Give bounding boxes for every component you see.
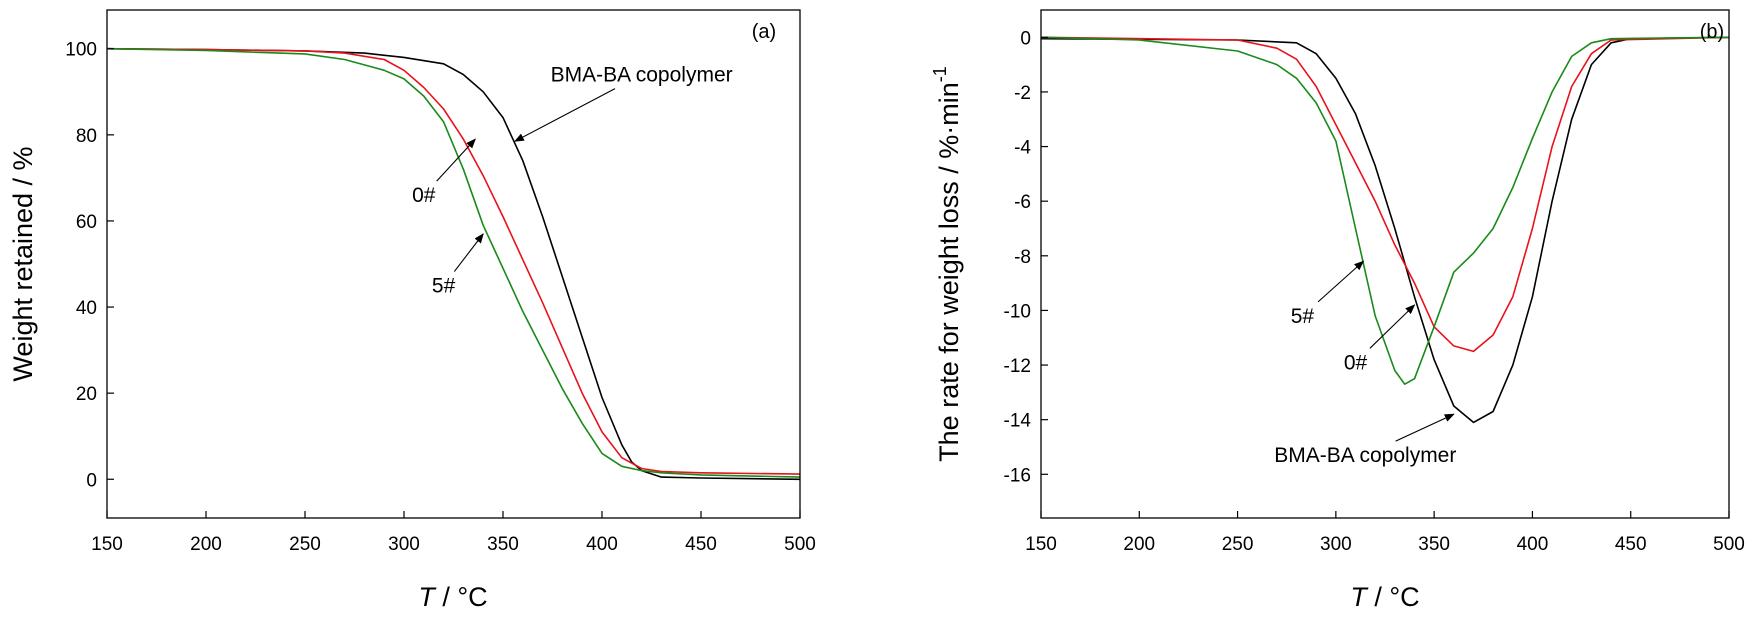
panel-a-weight-retained: 150 200 250 300 350 400 450 500 0 20 40 60 80 100 BMA… xyxy=(8,9,816,612)
panel-b-x-tick-label: 450 xyxy=(1615,534,1647,555)
panel-b-annotation-bma: BMA-BA copolymer xyxy=(1274,444,1456,467)
panel-b-y-tick-label: -4 xyxy=(1014,138,1031,159)
panel-a-x-tick-label: 250 xyxy=(289,534,321,555)
panel-b-y-axis-title-sup: -1 xyxy=(930,66,950,82)
panel-a-annotation-arrow-bma xyxy=(513,88,616,142)
panel-b-x-tick-label: 350 xyxy=(1418,534,1450,555)
panel-b-series-bma xyxy=(1040,36,1730,424)
panel-b-x-tick-label: 250 xyxy=(1222,534,1254,555)
panel-b-y-tick-label: 0 xyxy=(1020,28,1031,49)
panel-a-ticks: 150 200 250 300 350 400 450 500 0 20 40 60 80 100 xyxy=(65,40,816,555)
panel-b-series-group xyxy=(1040,36,1730,424)
panel-a-series-group xyxy=(106,47,801,481)
panel-b-series-h5 xyxy=(1040,36,1730,385)
panel-b-y-tick-label: -6 xyxy=(1014,192,1031,213)
panel-a-y-tick-label: 0 xyxy=(86,470,97,491)
panel-b-y-tick-label: -16 xyxy=(1004,465,1031,486)
panel-b-rate-weight-loss: 150 200 250 300 350 400 450 500 0 -2 -4 -6 -8 -10 -12 -… xyxy=(930,9,1745,612)
panel-b-x-axis-unit: / °C xyxy=(1367,582,1420,612)
panel-a-annotation-h5: 5# xyxy=(432,275,456,298)
panel-b-y-axis-title: The rate for weight loss / %·min-1 xyxy=(930,66,964,462)
panel-b-y-tick-label: -14 xyxy=(1004,411,1032,432)
panel-a-series-h5 xyxy=(106,47,801,478)
panel-a-x-tick-label: 450 xyxy=(685,534,717,555)
panel-b-annotation-arrow-bma xyxy=(1395,413,1455,442)
panel-b-x-tick-label: 200 xyxy=(1123,534,1155,555)
panel-a-plot-frame xyxy=(106,9,801,519)
panel-b-y-tick-label: -12 xyxy=(1004,356,1031,377)
panel-a-annotations: BMA-BA copolymer 0# 5# xyxy=(412,64,733,298)
panel-a-x-axis-var: T xyxy=(418,582,437,612)
panel-a-y-axis-title: Weight retained / % xyxy=(8,146,38,381)
panel-b-x-tick-label: 400 xyxy=(1517,534,1549,555)
panel-b-annotation-h5: 5# xyxy=(1291,305,1315,328)
panel-b-tag: (b) xyxy=(1700,21,1724,43)
panel-a-tag: (a) xyxy=(752,21,776,43)
panel-b-ticks: 150 200 250 300 350 400 450 500 0 -2 -4 -6 -8 -10 -12 -… xyxy=(1004,28,1745,555)
panel-a-x-tick-label: 150 xyxy=(91,534,123,555)
panel-b-plot-frame xyxy=(1040,9,1730,519)
panel-b-y-tick-label: -10 xyxy=(1004,301,1031,322)
panel-b-annotation-arrow-h5 xyxy=(1317,260,1365,303)
panel-a-annotation-arrow-h5 xyxy=(453,233,484,272)
panel-a-y-tick-label: 60 xyxy=(76,212,97,233)
panel-a-x-tick-label: 400 xyxy=(586,534,618,555)
panel-a-annotation-bma: BMA-BA copolymer xyxy=(551,64,733,87)
panel-b-y-tick-label: -8 xyxy=(1014,247,1031,268)
panel-b-x-axis-var: T xyxy=(1350,582,1369,612)
panel-a-y-tick-label: 80 xyxy=(76,126,97,147)
panel-a-x-axis-unit: / °C xyxy=(435,582,488,612)
panel-a-series-h0 xyxy=(106,47,801,475)
panel-b-series-h0 xyxy=(1040,36,1730,353)
panel-b-y-axis-title-main: The rate for weight loss / %·min xyxy=(934,82,964,462)
panel-b-x-axis-title: T / °C xyxy=(1350,582,1419,612)
panel-b-x-tick-label: 500 xyxy=(1713,534,1745,555)
panel-a-x-tick-label: 200 xyxy=(190,534,222,555)
panel-b-annotation-h0: 0# xyxy=(1344,351,1368,374)
panel-a-series-bma xyxy=(106,47,801,481)
panel-b-x-tick-label: 150 xyxy=(1025,534,1057,555)
panel-b-annotations: 5# 0# BMA-BA copolymer xyxy=(1274,260,1456,467)
panel-a-x-tick-label: 350 xyxy=(487,534,519,555)
panel-a-x-tick-label: 500 xyxy=(784,534,816,555)
panel-a-y-tick-label: 40 xyxy=(76,298,97,319)
panel-a-x-axis-title: T / °C xyxy=(418,582,487,612)
panel-a-annotation-h0: 0# xyxy=(412,184,436,207)
panel-a-x-tick-label: 300 xyxy=(388,534,420,555)
panel-b-x-tick-label: 300 xyxy=(1320,534,1352,555)
panel-b-annotation-arrow-h0 xyxy=(1369,304,1416,349)
panel-a-y-tick-label: 20 xyxy=(76,384,97,405)
panel-a-y-tick-label: 100 xyxy=(65,40,97,61)
panel-a-annotation-arrow-h0 xyxy=(436,138,476,182)
panel-b-y-tick-label: -2 xyxy=(1014,83,1031,104)
